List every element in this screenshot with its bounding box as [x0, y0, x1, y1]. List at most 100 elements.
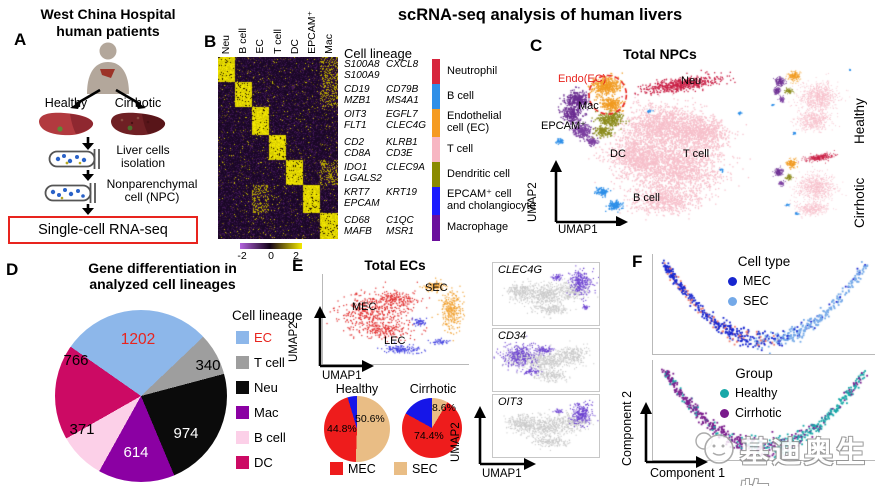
lineage-color-bar: [432, 187, 440, 215]
gene-list-left: KRT7 EPCAM: [344, 187, 380, 210]
feature-plot-cd34: [492, 328, 600, 392]
colorbar-tick-mid: 0: [268, 250, 274, 262]
tcell-cluster-label: T cell: [683, 148, 710, 160]
gene-list-right: CLEC9A: [386, 162, 425, 173]
lineage-label: Macrophage: [447, 221, 509, 234]
heatmap-column-labels: Neu B cell EC T cell DC EPCAM⁺ Mac: [218, 8, 338, 54]
healthy-dot: [720, 389, 729, 398]
legend-item-mec: MEC: [728, 274, 771, 288]
gene-list-right: KRT19: [386, 187, 417, 198]
lineage-row: OIT3 FLT1 EGFL7 CLEC4G Endothelial cell …: [344, 109, 536, 137]
npc-umap-plot: [545, 62, 765, 230]
watermark: 基迪奥生物: [692, 424, 878, 486]
lineage-color-bar: [432, 137, 440, 162]
legend-label: Cirrhotic: [735, 406, 782, 420]
legend-label: EC: [254, 330, 273, 345]
lec-cluster-label: LEC: [384, 335, 406, 347]
tube-icon-2: [44, 183, 96, 203]
pie-value-mac: 614: [123, 444, 149, 461]
pie-legend-title: Cell lineage: [232, 308, 303, 323]
legend-label: SEC: [412, 462, 438, 476]
hm-col-epcam: EPCAM⁺: [305, 11, 318, 54]
lineage-color-bar: [432, 215, 440, 241]
lineage-label: Endothelial cell (EC): [447, 110, 502, 134]
pie-chart-title: Gene differentiation in analyzed cell li…: [88, 260, 237, 293]
cirrhotic-side-label: Cirrhotic: [852, 177, 867, 228]
sec-cluster-label: SEC: [425, 282, 448, 294]
hm-col-ec: EC: [254, 39, 267, 54]
pie-value-dc: 766: [63, 352, 89, 369]
mac-swatch: [236, 406, 249, 419]
npc-umap-healthy-plot: [768, 64, 854, 142]
pct-healthy-sec: 50.6%: [355, 413, 385, 425]
npc-umap-title: Total NPCs: [623, 46, 697, 62]
pct-healthy-mec: 44.8%: [327, 423, 357, 435]
panel-a-title: West China Hospital human patients: [40, 6, 176, 39]
pie-cirrhotic-title: Cirrhotic: [409, 382, 457, 396]
neu-cluster-label: Neu: [681, 75, 702, 87]
legend-label: SEC: [743, 294, 769, 308]
feature-umap2-axis-label: UMAP2: [450, 422, 462, 462]
gene-list-right: EGFL7 CLEC4G: [386, 109, 427, 132]
gene-list-right: KLRB1 CD3E: [386, 137, 418, 160]
panel-e-letter: E: [292, 256, 304, 275]
gene-title-oit3: OIT3: [498, 396, 523, 408]
hm-col-neu: Neu: [220, 34, 233, 54]
feature-umap-axes: [474, 406, 536, 470]
hm-col-dc: DC: [288, 38, 301, 54]
legend-label: T cell: [254, 355, 285, 370]
neu-swatch: [236, 381, 249, 394]
cirrhotic-liver-icon: [111, 112, 166, 136]
gene-list-right: CD79B MS4A1: [386, 84, 419, 107]
tube-icon-1: [48, 149, 100, 169]
pct-cirrhotic-sec: 8.6%: [432, 402, 456, 414]
lineage-legend-title: Cell lineage: [344, 46, 412, 61]
gene-list-left: S100A8 S100A9: [344, 59, 380, 82]
celltype-legend: MEC SEC: [728, 274, 771, 308]
down-arrow-icon: [82, 170, 94, 181]
pie-legend: EC T cell Neu Mac B cell DC: [236, 330, 286, 470]
legend-item-dc: DC: [236, 455, 286, 470]
mec-legend-item: MEC: [330, 462, 376, 476]
diverge-arrows-icon: [70, 88, 146, 109]
legend-item-neu: Neu: [236, 380, 286, 395]
dc-cluster-label: DC: [610, 148, 626, 160]
legend-item-tcell: T cell: [236, 355, 286, 370]
endo-ec-cluster-label: Endo(EC): [558, 73, 607, 85]
panel-b-letter: B: [204, 32, 217, 51]
pie-value-neu: 974: [173, 425, 199, 442]
watermark-text: 基迪奥生物: [740, 437, 869, 486]
down-arrow-icon: [82, 204, 94, 215]
lineage-label: T cell: [447, 142, 474, 155]
cirrhotic-dot: [720, 409, 729, 418]
cirrhotic-ec-pie: [402, 398, 462, 458]
npc-umap-axes: [550, 160, 628, 226]
mac-cluster-label: Mac: [578, 100, 599, 112]
lineage-color-bar: [432, 59, 440, 84]
lineage-color-bar: [432, 109, 440, 137]
lineage-row: KRT7 EPCAM KRT19 EPCAM⁺ cell and cholang…: [344, 187, 536, 215]
figure-title: scRNA-seq analysis of human livers: [397, 6, 683, 24]
trajectory-celltype-plot: [652, 254, 875, 355]
panel-d-letter: D: [6, 260, 19, 279]
healthy-ec-pie: [324, 396, 390, 462]
legend-item-healthy: Healthy: [720, 386, 782, 400]
lineage-row: IDO1 LGALS2 CLEC9A Dendritic cell: [344, 162, 536, 187]
ec-swatch: [236, 331, 249, 344]
lineage-color-bar: [432, 162, 440, 187]
hm-col-tcell: T cell: [271, 29, 284, 54]
panel-a-letter: A: [14, 30, 27, 49]
cirrhotic-label: Cirrhotic: [114, 96, 162, 110]
ec-umap1-axis-label: UMAP1: [322, 370, 362, 382]
feature-plot-oit3: [492, 394, 600, 458]
mec-dot: [728, 277, 737, 286]
lineage-row: CD68 MAFB C1QC MSR1 Macrophage: [344, 215, 536, 241]
sec-legend-item: SEC: [394, 462, 438, 476]
legend-label: Healthy: [735, 386, 778, 400]
patient-icon: [87, 42, 129, 94]
npc-umap-cirrhotic-plot: [768, 146, 854, 224]
healthy-label: Healthy: [44, 96, 88, 110]
heatmap-colorbar: [240, 243, 302, 249]
trajectory-group-plot: [652, 360, 875, 461]
sec-dot: [728, 297, 737, 306]
